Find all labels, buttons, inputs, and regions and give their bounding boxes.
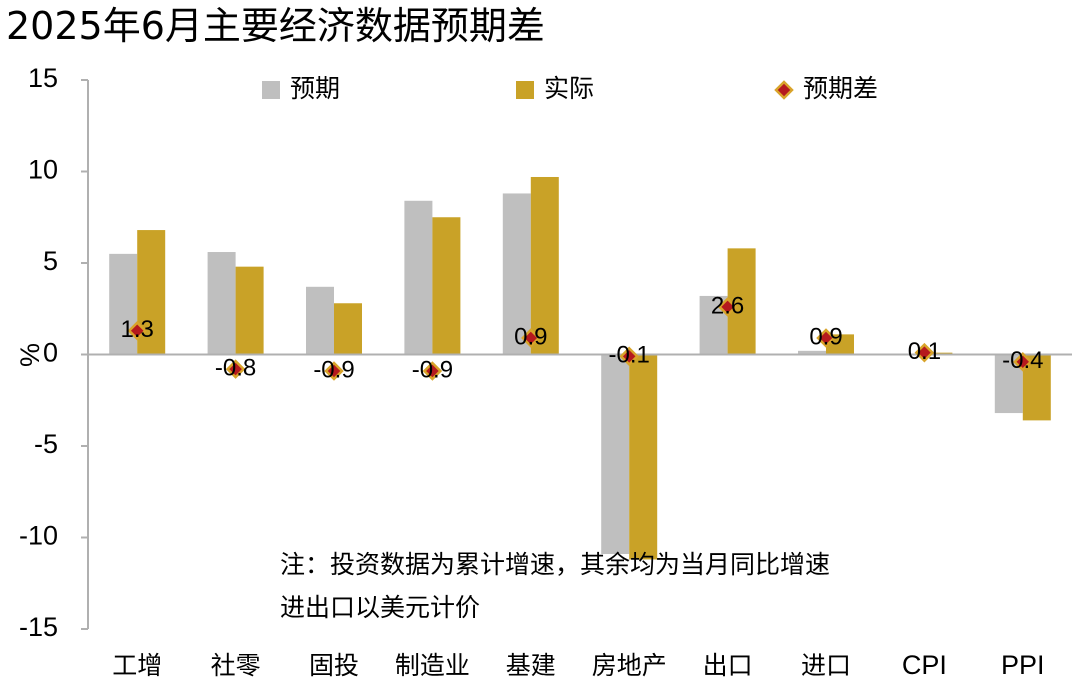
y-tick-label: 15: [28, 63, 58, 93]
diff-marker: [914, 342, 935, 363]
diff-data-label: 0.9: [809, 323, 842, 350]
diff-data-label: -0.4: [1002, 347, 1043, 374]
y-tick-label: -5: [34, 429, 58, 459]
diff-marker: [717, 297, 738, 317]
x-category-label: 制造业: [395, 651, 470, 680]
chart-title: 2025年6月主要经济数据预期差: [6, 4, 545, 48]
legend-label: 预期差: [803, 74, 878, 103]
legend-swatch: [774, 80, 794, 100]
y-axis-label: %: [15, 343, 45, 367]
diff-marker: [127, 320, 147, 341]
x-category-label: 出口: [703, 651, 753, 680]
bar-actual: [727, 248, 756, 355]
bar-expected: [601, 354, 630, 554]
diff-data-label: -0.1: [609, 342, 650, 369]
y-tick-label: 0: [43, 338, 58, 368]
y-tick-label: -10: [19, 521, 58, 551]
x-axis-categories: 工增 社零 固投 制造业 基建 房地产 出口 进口 CPI PPI: [112, 650, 1044, 680]
diff-data-label: -0.8: [215, 354, 256, 381]
legend: 预期 实际 预期差: [262, 74, 878, 103]
diff-marker: [1013, 352, 1033, 372]
diff-marker: [521, 328, 541, 348]
x-category-label: PPI: [1001, 650, 1045, 680]
legend-swatch: [516, 81, 534, 99]
data-labels-layer: 1.3 -0.8 -0.9 -0.9 0.9 -0.1 2.6 0.9 0.1 -0.4: [121, 292, 1044, 383]
bar-expected: [306, 286, 334, 355]
x-category-label: CPI: [902, 650, 947, 680]
x-category-label: 工增: [112, 651, 162, 680]
note-line-1: 注：投资数据为累计增速，其余均为当月同比增速: [280, 550, 830, 579]
diff-data-label: 0.9: [514, 323, 547, 350]
bars-layer: [109, 176, 1051, 560]
x-category-label: 房地产: [592, 651, 667, 680]
note: 注：投资数据为累计增速，其余均为当月同比增速 进出口以美元计价: [280, 550, 830, 622]
bar-expected: [404, 200, 433, 355]
bar-actual: [334, 303, 362, 355]
y-tick-label: 10: [28, 155, 58, 185]
bar-actual: [530, 176, 559, 355]
diff-data-label: 1.3: [121, 316, 154, 343]
diff-marker: [324, 361, 344, 381]
bar-expected: [207, 252, 236, 355]
bar-expected: [798, 350, 826, 355]
bar-actual: [235, 266, 264, 355]
legend-label: 预期: [290, 74, 340, 103]
diff-marker: [225, 359, 246, 379]
bar-expected: [109, 253, 138, 355]
bar-actual: [629, 354, 658, 560]
diff-data-label: 0.1: [908, 338, 941, 365]
y-axis-ticks: 15 10 5 0 -5 -10 -15: [19, 63, 88, 642]
x-category-label: 基建: [506, 651, 556, 680]
bar-actual: [432, 217, 461, 355]
y-tick-label: 5: [43, 246, 58, 276]
x-category-label: 固投: [309, 651, 359, 680]
x-category-label: 社零: [211, 651, 261, 680]
diff-marker: [619, 346, 639, 367]
diff-data-label: -0.9: [412, 356, 453, 383]
diff-marker: [816, 328, 836, 348]
diff-marker: [422, 361, 443, 381]
note-line-2: 进出口以美元计价: [280, 593, 480, 622]
diff-data-label: -0.9: [313, 356, 354, 383]
x-category-label: 进口: [801, 651, 851, 680]
diff-data-label: 2.6: [711, 292, 744, 319]
y-tick-label: -15: [19, 612, 58, 642]
legend-label: 实际: [544, 74, 594, 103]
diff-markers-layer: [127, 297, 1033, 381]
bar-expected: [502, 193, 531, 355]
legend-swatch: [262, 81, 280, 99]
